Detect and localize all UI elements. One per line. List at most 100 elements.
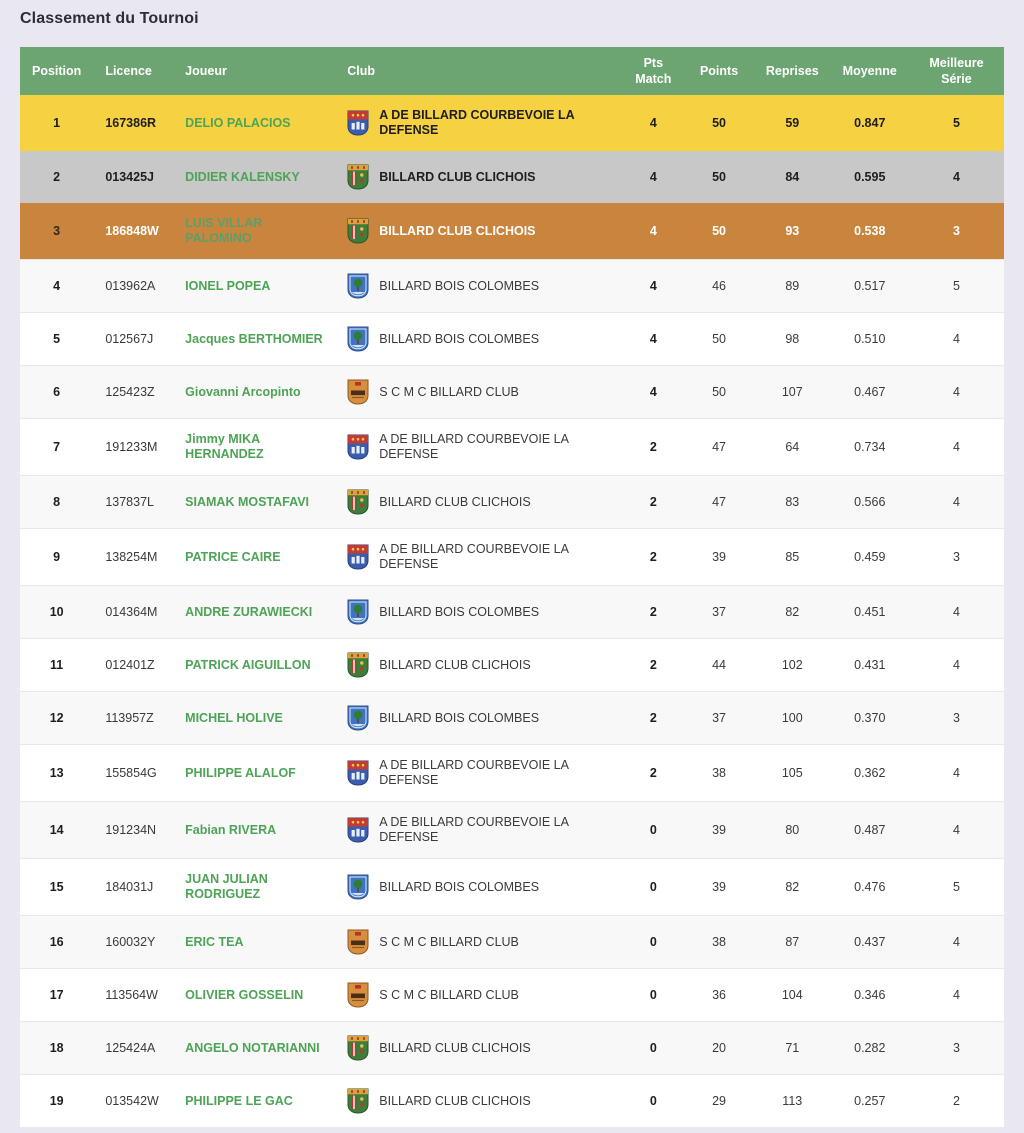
- meilleure-serie-cell: 4: [908, 312, 1004, 366]
- column-header-points: Points: [684, 47, 754, 95]
- scmc-crest-icon: [347, 982, 369, 1008]
- player-link[interactable]: Jimmy MIKA HERNANDEZ: [185, 432, 264, 461]
- club-cell: BILLARD CLUB CLICHOIS: [347, 1035, 610, 1061]
- player-link[interactable]: SIAMAK MOSTAFAVI: [185, 494, 310, 509]
- moyenne-cell: 0.538: [854, 223, 886, 238]
- club-cell: BILLARD BOIS COLOMBES: [347, 326, 610, 352]
- points-cell: 38: [684, 915, 754, 969]
- meilleure-serie-cell: 4: [908, 801, 1004, 859]
- pts-match-cell: 2: [622, 744, 685, 802]
- club-cell: A DE BILLARD COURBEVOIE LA DEFENSE: [347, 542, 610, 572]
- table-row: 2 013425J DIDIER KALENSKY BILLARD CLUB C…: [20, 151, 1004, 203]
- licence-cell: 155854G: [93, 744, 174, 802]
- meilleure-serie-cell: 5: [952, 115, 960, 130]
- player-link[interactable]: ANDRE ZURAWIECKI: [185, 604, 313, 619]
- clichois-crest-icon: [347, 1088, 369, 1114]
- table-row: 11 012401Z PATRICK AIGUILLON BILLARD CLU…: [20, 638, 1004, 692]
- table-row: 17 113564W OLIVIER GOSSELIN S C M C BILL…: [20, 968, 1004, 1022]
- pts-match-cell: 2: [622, 418, 685, 476]
- player-link[interactable]: LUIS VILLAR PALOMINO: [185, 216, 263, 245]
- player-link[interactable]: JUAN JULIAN RODRIGUEZ: [185, 872, 268, 901]
- licence-cell: 014364M: [93, 585, 174, 639]
- moyenne-cell: 0.566: [830, 475, 909, 529]
- meilleure-serie-cell: 2: [908, 1074, 1004, 1127]
- reprises-cell: 82: [753, 585, 831, 639]
- player-link[interactable]: PATRICK AIGUILLON: [185, 657, 311, 672]
- column-header-position: Position: [20, 47, 94, 95]
- table-row: 10 014364M ANDRE ZURAWIECKI BILLARD BOIS…: [20, 585, 1004, 639]
- courbevoie-crest-icon: [347, 817, 369, 843]
- player-link[interactable]: OLIVIER GOSSELIN: [185, 987, 304, 1002]
- position-cell: 17: [20, 968, 94, 1022]
- club-name: BILLARD CLUB CLICHOIS: [379, 1093, 531, 1108]
- player-link[interactable]: DELIO PALACIOS: [185, 115, 291, 130]
- club-name: S C M C BILLARD CLUB: [379, 384, 519, 399]
- position-cell: 4: [20, 259, 94, 313]
- player-link[interactable]: ANGELO NOTARIANNI: [185, 1040, 320, 1055]
- courbevoie-crest-icon: [347, 434, 369, 460]
- reprises-cell: 93: [785, 223, 800, 238]
- player-link[interactable]: IONEL POPEA: [185, 278, 271, 293]
- player-link[interactable]: Giovanni Arcopinto: [185, 384, 301, 399]
- table-row: 5 012567J Jacques BERTHOMIER BILLARD BOI…: [20, 312, 1004, 366]
- column-header-pts_match: Pts Match: [622, 47, 685, 95]
- player-link[interactable]: PHILIPPE ALALOF: [185, 765, 296, 780]
- table-row: 3 186848W LUIS VILLAR PALOMINO BILLARD C…: [20, 203, 1004, 260]
- points-cell: 38: [684, 744, 754, 802]
- column-header-reprises: Reprises: [753, 47, 831, 95]
- club-name: S C M C BILLARD CLUB: [379, 934, 519, 949]
- points-cell: 44: [684, 638, 754, 692]
- club-cell: S C M C BILLARD CLUB: [347, 379, 610, 405]
- moyenne-cell: 0.467: [830, 365, 909, 419]
- licence-cell: 113957Z: [93, 691, 174, 745]
- reprises-cell: 64: [753, 418, 831, 476]
- table-row: 6 125423Z Giovanni Arcopinto S C M C BIL…: [20, 365, 1004, 419]
- colombes-crest-icon: [347, 273, 369, 299]
- player-link[interactable]: PHILIPPE LE GAC: [185, 1093, 293, 1108]
- club-cell: BILLARD BOIS COLOMBES: [347, 599, 610, 625]
- player-link[interactable]: MICHEL HOLIVE: [185, 710, 283, 725]
- table-row: 4 013962A IONEL POPEA BILLARD BOIS COLOM…: [20, 259, 1004, 313]
- reprises-cell: 104: [753, 968, 831, 1022]
- pts-match-cell: 0: [622, 1074, 685, 1127]
- player-link[interactable]: Jacques BERTHOMIER: [185, 331, 323, 346]
- column-header-club: Club: [335, 47, 623, 95]
- moyenne-cell: 0.451: [830, 585, 909, 639]
- club-cell: BILLARD CLUB CLICHOIS: [347, 1088, 610, 1114]
- moyenne-cell: 0.431: [830, 638, 909, 692]
- licence-cell: 186848W: [105, 223, 159, 238]
- meilleure-serie-cell: 4: [908, 638, 1004, 692]
- table-row: 9 138254M PATRICE CAIRE A DE BILLARD COU…: [20, 528, 1004, 586]
- position-cell: 13: [20, 744, 94, 802]
- club-name: A DE BILLARD COURBEVOIE LA DEFENSE: [379, 108, 575, 137]
- player-link[interactable]: ERIC TEA: [185, 934, 244, 949]
- position-cell: 3: [53, 223, 61, 238]
- points-cell: 39: [684, 528, 754, 586]
- moyenne-cell: 0.487: [830, 801, 909, 859]
- position-cell: 1: [53, 115, 61, 130]
- meilleure-serie-cell: 3: [908, 691, 1004, 745]
- club-cell: A DE BILLARD COURBEVOIE LA DEFENSE: [347, 108, 610, 138]
- licence-cell: 013542W: [93, 1074, 174, 1127]
- player-link[interactable]: Fabian RIVERA: [185, 822, 277, 837]
- club-name: BILLARD BOIS COLOMBES: [379, 710, 540, 725]
- club-name: BILLARD BOIS COLOMBES: [379, 879, 540, 894]
- points-cell: 46: [684, 259, 754, 313]
- reprises-cell: 83: [753, 475, 831, 529]
- club-name: BILLARD CLUB CLICHOIS: [379, 1040, 531, 1055]
- meilleure-serie-cell: 4: [908, 365, 1004, 419]
- meilleure-serie-cell: 3: [908, 528, 1004, 586]
- pts-match-cell: 2: [622, 475, 685, 529]
- reprises-cell: 59: [785, 115, 800, 130]
- player-link[interactable]: PATRICE CAIRE: [185, 549, 281, 564]
- player-link[interactable]: DIDIER KALENSKY: [185, 169, 300, 184]
- moyenne-cell: 0.370: [830, 691, 909, 745]
- pts-match-cell: 0: [622, 968, 685, 1022]
- clichois-crest-icon: [347, 164, 369, 190]
- club-cell: A DE BILLARD COURBEVOIE LA DEFENSE: [347, 432, 610, 462]
- points-cell: 37: [684, 585, 754, 639]
- courbevoie-crest-icon: [347, 760, 369, 786]
- club-name: BILLARD CLUB CLICHOIS: [379, 657, 531, 672]
- club-name: BILLARD BOIS COLOMBES: [379, 604, 540, 619]
